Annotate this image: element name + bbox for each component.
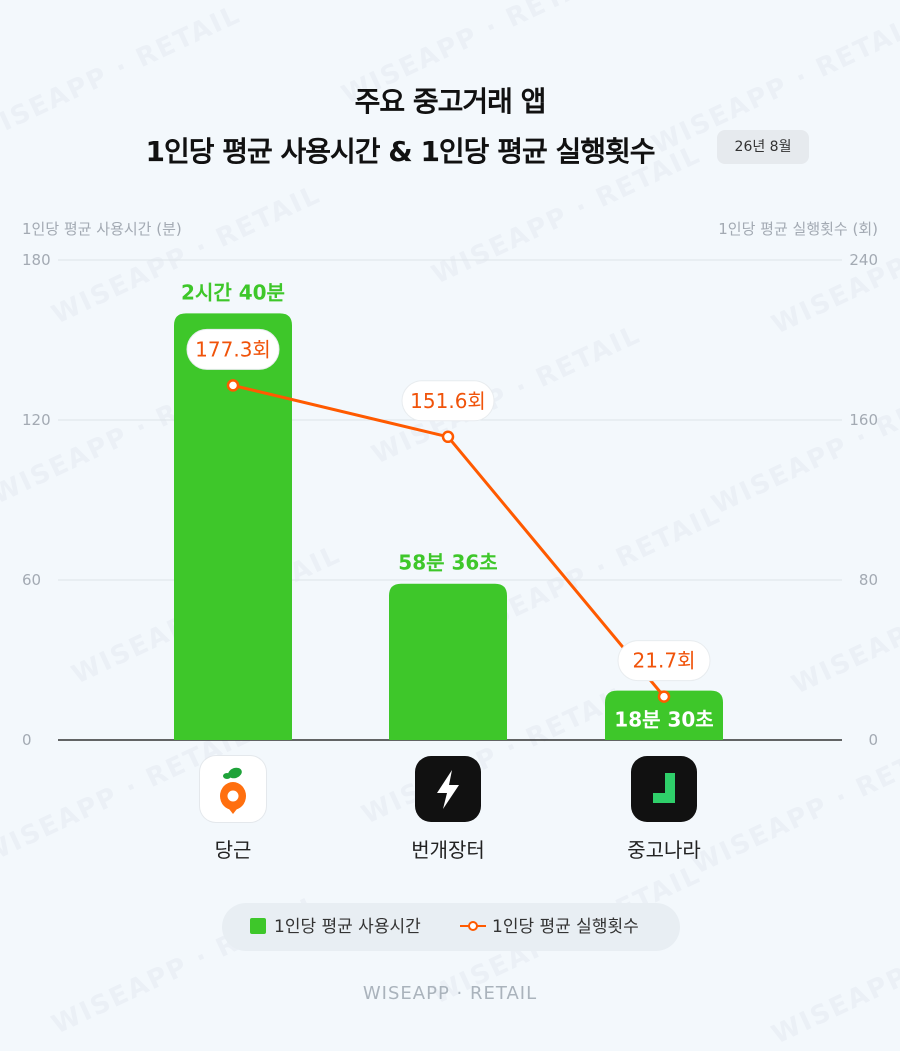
legend: 1인당 평균 사용시간 1인당 평균 실행횟수 bbox=[222, 903, 680, 951]
bar-usage-time bbox=[174, 313, 292, 740]
legend-line-marker-icon bbox=[460, 918, 486, 934]
line-data-label: 151.6회 bbox=[410, 389, 486, 413]
bunjang-lightning-icon bbox=[415, 756, 481, 822]
category-label-daangn: 당근 bbox=[214, 838, 252, 862]
daangn-carrot-icon bbox=[200, 756, 266, 822]
line-point bbox=[226, 379, 240, 392]
category-label-bunjang: 번개장터 bbox=[411, 838, 485, 862]
line-label-pill bbox=[186, 328, 280, 370]
right-tick-label: 160 bbox=[849, 411, 878, 429]
left-tick-label: 120 bbox=[22, 411, 51, 429]
legend-item-usage-time: 1인당 평균 사용시간 bbox=[250, 903, 421, 951]
right-tick-label: 240 bbox=[849, 251, 878, 269]
title-line-2-text: 1인당 평균 사용시간 & 1인당 평균 실행횟수 bbox=[145, 135, 655, 168]
bar-data-label: 58분 36초 bbox=[398, 551, 497, 575]
bar-data-label: 2시간 40분 bbox=[181, 280, 285, 304]
right-tick-label: 80 bbox=[859, 571, 878, 589]
title-line-1: 주요 중고거래 앱 bbox=[354, 85, 547, 118]
left-tick-label: 180 bbox=[22, 251, 51, 269]
legend-bar-swatch-icon bbox=[250, 918, 266, 934]
line-label-pill bbox=[401, 380, 495, 422]
legend-label-launch-count: 1인당 평균 실행횟수 bbox=[492, 917, 639, 937]
title-line-2: 1인당 평균 사용시간 & 1인당 평균 실행횟수 bbox=[0, 130, 850, 170]
bar-data-label: 18분 30초 bbox=[614, 708, 713, 732]
right-axis-title: 1인당 평균 실행횟수 (회) bbox=[718, 220, 878, 238]
footer-brand: WISEAPP · RETAIL bbox=[362, 983, 538, 1004]
line-label-pill bbox=[617, 640, 711, 682]
bar-usage-time bbox=[605, 690, 723, 740]
joongna-logo-icon bbox=[631, 756, 697, 822]
legend-item-launch-count: 1인당 평균 실행횟수 bbox=[460, 903, 639, 951]
line-point bbox=[657, 690, 671, 703]
left-tick-label: 0 bbox=[22, 731, 32, 749]
line-data-label: 177.3회 bbox=[195, 337, 271, 361]
right-tick-label: 0 bbox=[868, 731, 878, 749]
left-tick-label: 60 bbox=[22, 571, 41, 589]
date-badge: 26년 8월 bbox=[717, 130, 809, 164]
bar-usage-time bbox=[389, 583, 507, 740]
left-axis-title: 1인당 평균 사용시간 (분) bbox=[22, 220, 182, 238]
line-data-label: 21.7회 bbox=[633, 649, 696, 673]
category-label-joongna: 중고나라 bbox=[627, 838, 701, 862]
line-point bbox=[441, 430, 455, 444]
legend-label-usage-time: 1인당 평균 사용시간 bbox=[274, 917, 421, 937]
